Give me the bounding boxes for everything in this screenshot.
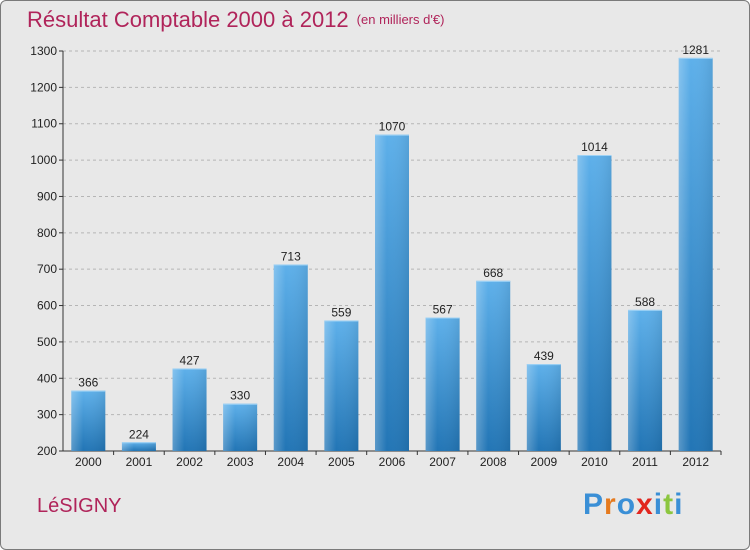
bar-shade-2010 bbox=[577, 155, 612, 451]
x-tick-label-2004: 2004 bbox=[277, 455, 304, 469]
bar-shade-2000 bbox=[71, 390, 106, 451]
chart-subtitle: (en milliers d'€) bbox=[356, 12, 445, 27]
y-tick-label-1200: 1200 bbox=[30, 80, 57, 94]
y-tick-label-900: 900 bbox=[37, 189, 57, 203]
data-label-2001: 224 bbox=[129, 427, 149, 441]
bar-shade-2007 bbox=[425, 317, 460, 451]
town-name: LéSIGNY bbox=[37, 495, 122, 517]
bar-shade-2011 bbox=[628, 309, 663, 451]
bar-shade-2003 bbox=[223, 403, 258, 451]
bar-shade-2001 bbox=[121, 442, 156, 451]
logo-letter: t bbox=[663, 488, 675, 521]
x-tick-label-2006: 2006 bbox=[379, 455, 406, 469]
x-tick-label-2012: 2012 bbox=[682, 455, 709, 469]
y-tick-label-1300: 1300 bbox=[30, 44, 57, 58]
x-tick-label-2000: 2000 bbox=[75, 455, 102, 469]
x-tick-label-2005: 2005 bbox=[328, 455, 355, 469]
proxiti-logo: Proxiti bbox=[583, 488, 683, 522]
data-label-2004: 713 bbox=[281, 249, 301, 263]
data-label-2007: 567 bbox=[433, 303, 453, 317]
chart-title-text: Résultat Comptable 2000 à 2012 bbox=[27, 7, 349, 32]
data-label-2005: 559 bbox=[331, 305, 351, 319]
data-label-2008: 668 bbox=[483, 266, 503, 280]
logo-letter: P bbox=[583, 488, 605, 521]
logo-letter: i bbox=[674, 488, 684, 521]
x-tick-label-2001: 2001 bbox=[126, 455, 153, 469]
bar-shade-2008 bbox=[476, 280, 511, 451]
data-label-2010: 1014 bbox=[581, 140, 608, 154]
x-tick-label-2002: 2002 bbox=[176, 455, 203, 469]
logo-letter: r bbox=[604, 488, 617, 521]
x-tick-label-2007: 2007 bbox=[429, 455, 456, 469]
y-tick-label-400: 400 bbox=[37, 371, 57, 385]
logo-letter: o bbox=[616, 488, 637, 521]
data-label-2000: 366 bbox=[78, 376, 98, 390]
bar-shade-2004 bbox=[273, 264, 308, 451]
y-tick-label-600: 600 bbox=[37, 299, 57, 313]
chart-title: Résultat Comptable 2000 à 2012 (en millie… bbox=[27, 7, 444, 33]
x-tick-label-2010: 2010 bbox=[581, 455, 608, 469]
bar-shade-2009 bbox=[526, 364, 561, 451]
y-tick-label-200: 200 bbox=[37, 444, 57, 458]
y-tick-label-800: 800 bbox=[37, 226, 57, 240]
data-label-2003: 330 bbox=[230, 389, 250, 403]
y-tick-label-1000: 1000 bbox=[30, 153, 57, 167]
x-tick-label-2008: 2008 bbox=[480, 455, 507, 469]
data-label-2011: 588 bbox=[635, 295, 655, 309]
x-tick-label-2003: 2003 bbox=[227, 455, 254, 469]
y-tick-label-300: 300 bbox=[37, 408, 57, 422]
logo-letter: i bbox=[653, 488, 664, 521]
bar-shade-2005 bbox=[324, 320, 359, 451]
y-tick-label-500: 500 bbox=[37, 335, 57, 349]
y-tick-label-700: 700 bbox=[37, 262, 57, 276]
x-tick-label-2009: 2009 bbox=[530, 455, 557, 469]
bar-shade-2002 bbox=[172, 368, 207, 451]
data-label-2002: 427 bbox=[180, 353, 200, 367]
data-label-2012: 1281 bbox=[682, 43, 709, 57]
x-tick-label-2011: 2011 bbox=[632, 455, 658, 469]
logo-letter: x bbox=[636, 488, 654, 521]
data-label-2006: 1070 bbox=[379, 120, 406, 134]
bar-shade-2006 bbox=[375, 134, 409, 452]
y-tick-label-1100: 1100 bbox=[31, 117, 57, 131]
bar-shade-2012 bbox=[678, 57, 713, 452]
data-label-2009: 439 bbox=[534, 349, 554, 363]
